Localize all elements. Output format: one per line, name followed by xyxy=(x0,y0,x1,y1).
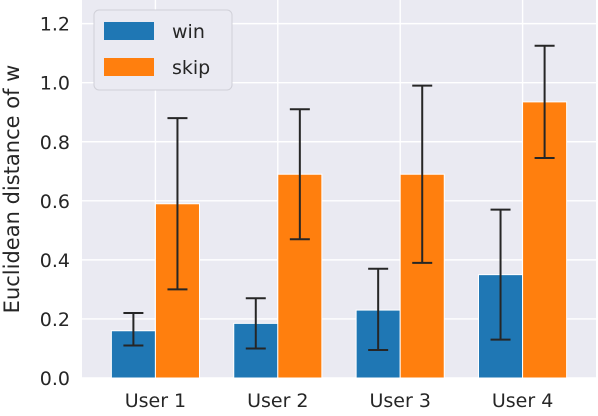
y-tick-label: 0.0 xyxy=(40,368,70,390)
legend-swatch-win xyxy=(104,22,154,40)
x-tick-label: User 3 xyxy=(369,390,430,412)
legend-label-win: win xyxy=(172,21,205,43)
y-tick-labels: 0.0 0.2 0.4 0.6 0.8 1.0 1.2 xyxy=(40,14,70,390)
y-tick-label: 1.0 xyxy=(40,73,70,95)
legend-label-skip: skip xyxy=(172,57,210,79)
y-tick-label: 0.2 xyxy=(40,309,70,331)
legend-swatch-skip xyxy=(104,58,154,76)
x-tick-label: User 2 xyxy=(247,390,308,412)
y-tick-label: 0.8 xyxy=(40,132,70,154)
legend: win skip xyxy=(93,9,233,91)
x-tick-labels: User 1 User 2 User 3 User 4 xyxy=(125,390,554,412)
x-tick-label: User 4 xyxy=(492,390,553,412)
y-tick-label: 0.6 xyxy=(40,191,70,213)
error-bars xyxy=(123,44,555,351)
y-tick-label: 1.2 xyxy=(40,14,70,36)
y-axis-title: Euclidean distance of w xyxy=(0,65,24,314)
y-tick-label: 0.4 xyxy=(40,250,70,272)
x-tick-label: User 1 xyxy=(125,390,186,412)
